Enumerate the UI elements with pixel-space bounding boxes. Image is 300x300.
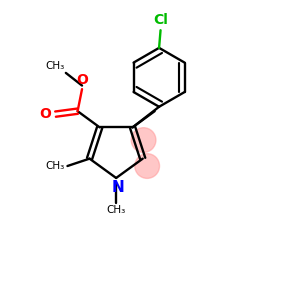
- Text: CH₃: CH₃: [45, 61, 64, 71]
- Text: N: N: [111, 180, 124, 195]
- Text: O: O: [76, 73, 88, 87]
- Circle shape: [131, 128, 156, 152]
- Text: CH₃: CH₃: [106, 206, 126, 215]
- Circle shape: [135, 154, 160, 178]
- Text: O: O: [39, 107, 51, 121]
- Text: CH₃: CH₃: [46, 161, 65, 171]
- Text: Cl: Cl: [153, 13, 168, 27]
